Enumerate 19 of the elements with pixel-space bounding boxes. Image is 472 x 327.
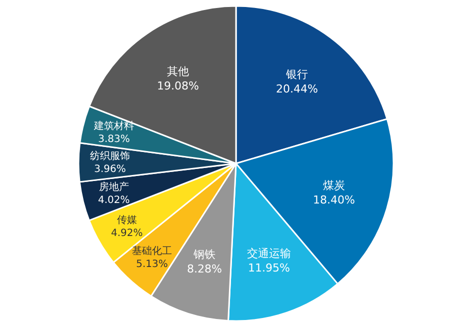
slice-label: 其他 [166,65,189,78]
data-label: 3.83% [98,134,130,145]
data-label: 3.96% [94,164,126,175]
slice-label: 煤炭 [322,179,345,192]
data-label: 20.44% [276,82,318,96]
data-label: 19.08% [157,79,199,92]
slice-label: 钢铁 [192,248,216,261]
slice-label: 纺织服饰 [90,150,130,162]
data-label: 5.13% [136,259,168,270]
slice-label: 银行 [284,68,308,81]
data-label: 4.02% [98,195,130,206]
slice-label: 交通运输 [247,247,291,260]
data-label: 4.92% [111,228,143,239]
data-label: 11.95% [248,261,290,274]
slice-label: 传媒 [116,215,137,226]
data-label: 8.28% [187,262,222,276]
slice-label: 基础化工 [132,245,172,257]
data-label: 18.40% [313,193,355,206]
slice-label: 房地产 [98,181,129,193]
